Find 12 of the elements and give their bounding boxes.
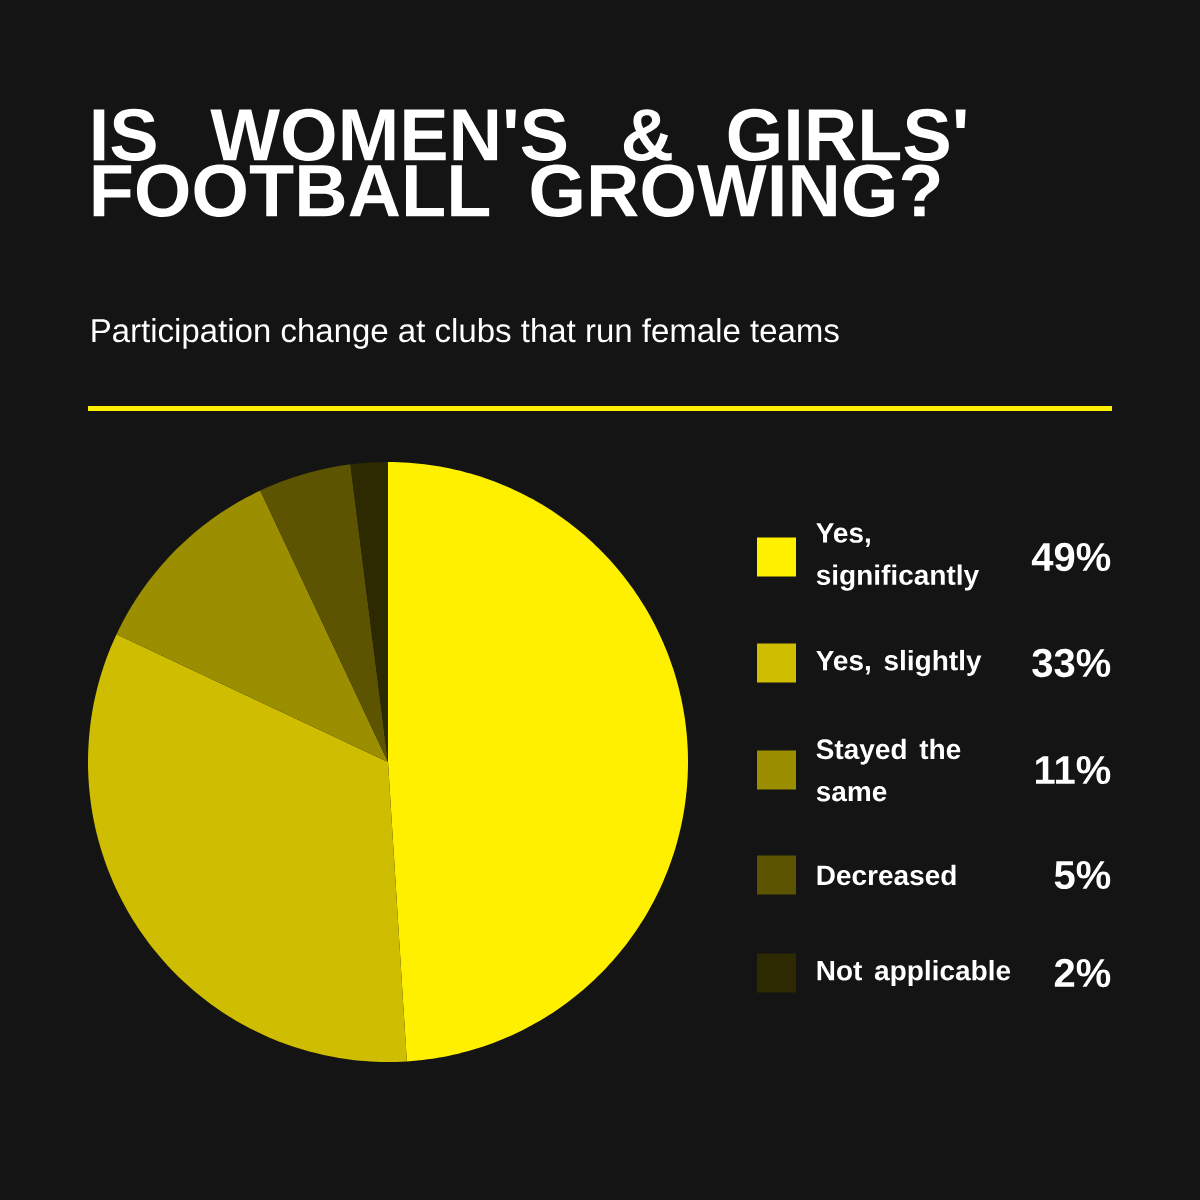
legend-label: Yes, slightly	[816, 649, 982, 677]
legend-label: Stayed the same	[816, 738, 961, 802]
chart-title: IS WOMEN'S & GIRLS' FOOTBALL GROWING?	[93, 108, 966, 217]
data-label: 33%	[1032, 648, 1111, 678]
data-label: 5%	[1054, 860, 1111, 890]
legend-label: Yes, significantly	[816, 523, 980, 591]
legend-label: Not applicable	[817, 959, 1011, 987]
data-label: 49%	[1031, 542, 1111, 572]
chart-subtitle: Participation change at clubs that run female teams	[92, 318, 839, 349]
data-label: 2%	[1054, 958, 1111, 988]
data-label: 11%	[1035, 755, 1111, 785]
legend-label: Decreased	[817, 864, 956, 886]
